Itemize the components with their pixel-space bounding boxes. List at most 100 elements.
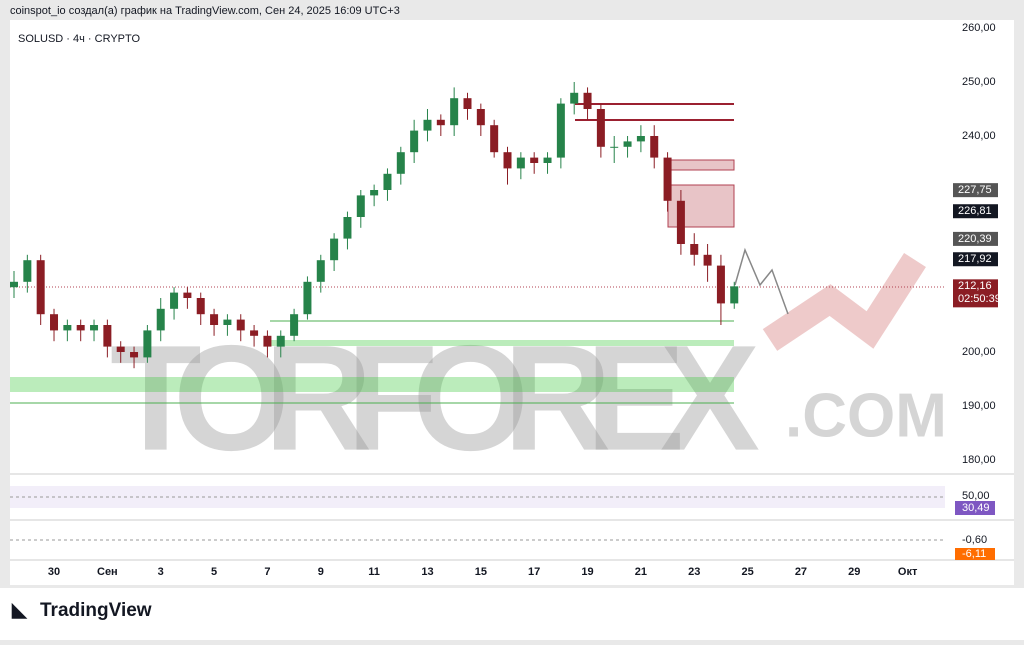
candle-body <box>290 314 299 336</box>
candle-body <box>170 292 179 309</box>
candle-body <box>23 260 32 282</box>
price-label: 227,75 <box>958 184 992 196</box>
candle-body <box>530 157 539 163</box>
y-tick-label: 250,00 <box>962 76 996 88</box>
candle-body <box>130 352 139 358</box>
candle-body <box>450 98 459 126</box>
y-tick-label: 260,00 <box>962 22 996 34</box>
candle-body <box>436 119 445 126</box>
x-tick-label: 17 <box>528 566 540 578</box>
candle-body <box>596 108 605 147</box>
candle-body <box>330 238 339 261</box>
footer-bg <box>0 588 1024 640</box>
x-tick-label: Сен <box>97 566 118 578</box>
candle-body <box>410 130 419 153</box>
y-tick-label: 200,00 <box>962 346 996 358</box>
symbol: SOLUSD · 4ч · CRYPTO <box>18 33 141 45</box>
candle-body <box>503 152 512 169</box>
candle-body <box>183 292 192 299</box>
candle-body <box>543 157 552 163</box>
brand: TradingView <box>40 600 152 621</box>
macd-badge <box>955 548 995 560</box>
candle-body <box>276 335 285 347</box>
watermark: TORFOREX .COM <box>110 252 947 482</box>
candle-body <box>623 141 632 147</box>
x-tick-label: 23 <box>688 566 700 578</box>
candle-body <box>250 330 259 336</box>
candle-body <box>356 195 365 217</box>
candle-body <box>236 319 245 331</box>
candle-body <box>476 108 485 126</box>
x-tick-label: 15 <box>475 566 487 578</box>
candle-body <box>143 330 152 358</box>
x-tick-label: 25 <box>741 566 753 578</box>
x-tick-label: 27 <box>795 566 807 578</box>
candle-body <box>36 260 45 315</box>
price-label: 212,16 <box>958 280 992 292</box>
supply-zone <box>667 159 735 171</box>
candle-body <box>210 314 219 326</box>
price-label: 226,81 <box>958 205 992 217</box>
price-badge <box>953 231 998 246</box>
rsi-band <box>10 486 945 508</box>
rsi-level: 50,00 <box>962 490 990 502</box>
candle-body <box>10 281 19 288</box>
candle-body <box>516 157 525 169</box>
macd-signal: -0,60 <box>962 534 987 546</box>
candle-body <box>103 325 112 347</box>
candle-body <box>663 157 672 201</box>
candle-body <box>463 98 472 109</box>
candle-body <box>396 152 405 174</box>
price-badge <box>953 204 998 219</box>
candle-body <box>703 254 712 266</box>
price-label: 220,39 <box>958 233 992 245</box>
candle-body <box>303 281 312 315</box>
candle-body <box>610 146 619 148</box>
x-tick-label: 29 <box>848 566 860 578</box>
price-badge <box>953 279 998 308</box>
candle-body <box>690 244 699 255</box>
candle-body <box>156 308 165 331</box>
candle-body <box>383 173 392 190</box>
price-badge <box>953 183 998 198</box>
x-tick-label: 5 <box>211 566 217 578</box>
rsi-value: 30,49 <box>962 502 990 514</box>
price-badge <box>953 252 998 267</box>
macd-value: -6,11 <box>962 548 986 560</box>
countdown: 02:50:39 <box>958 293 1001 305</box>
candle-body <box>730 286 739 304</box>
x-tick-label: 21 <box>635 566 647 578</box>
candle-body <box>556 103 565 158</box>
x-tick-label: 13 <box>421 566 433 578</box>
caption: coinspot_io создал(а) график на TradingV… <box>10 5 400 17</box>
demand-zone <box>10 377 734 392</box>
y-tick-label: 240,00 <box>962 130 996 142</box>
price-label: 217,92 <box>958 253 992 265</box>
candle-body <box>650 135 659 158</box>
candle-body <box>316 260 325 282</box>
watermark-suffix: .COM <box>785 381 947 450</box>
candle-body <box>116 346 125 353</box>
candle-body <box>423 119 432 131</box>
y-tick-label: 190,00 <box>962 400 996 412</box>
candle-body <box>343 216 352 239</box>
x-tick-label: 9 <box>318 566 324 578</box>
demand-zone <box>270 340 734 346</box>
rsi-badge <box>955 501 995 515</box>
candle-body <box>676 200 685 245</box>
candle-body <box>570 92 579 104</box>
x-tick-label: 7 <box>264 566 270 578</box>
candle-body <box>716 265 725 304</box>
x-tick-label: 30 <box>48 566 60 578</box>
candle-body <box>50 314 59 331</box>
candle-body <box>490 125 499 153</box>
candle-body <box>90 325 99 331</box>
candle-body <box>583 92 592 109</box>
x-tick-label: 11 <box>368 566 380 578</box>
x-tick-label: 3 <box>158 566 164 578</box>
candle-body <box>370 189 379 196</box>
y-tick-label: 180,00 <box>962 454 996 466</box>
candle-body <box>63 325 72 331</box>
